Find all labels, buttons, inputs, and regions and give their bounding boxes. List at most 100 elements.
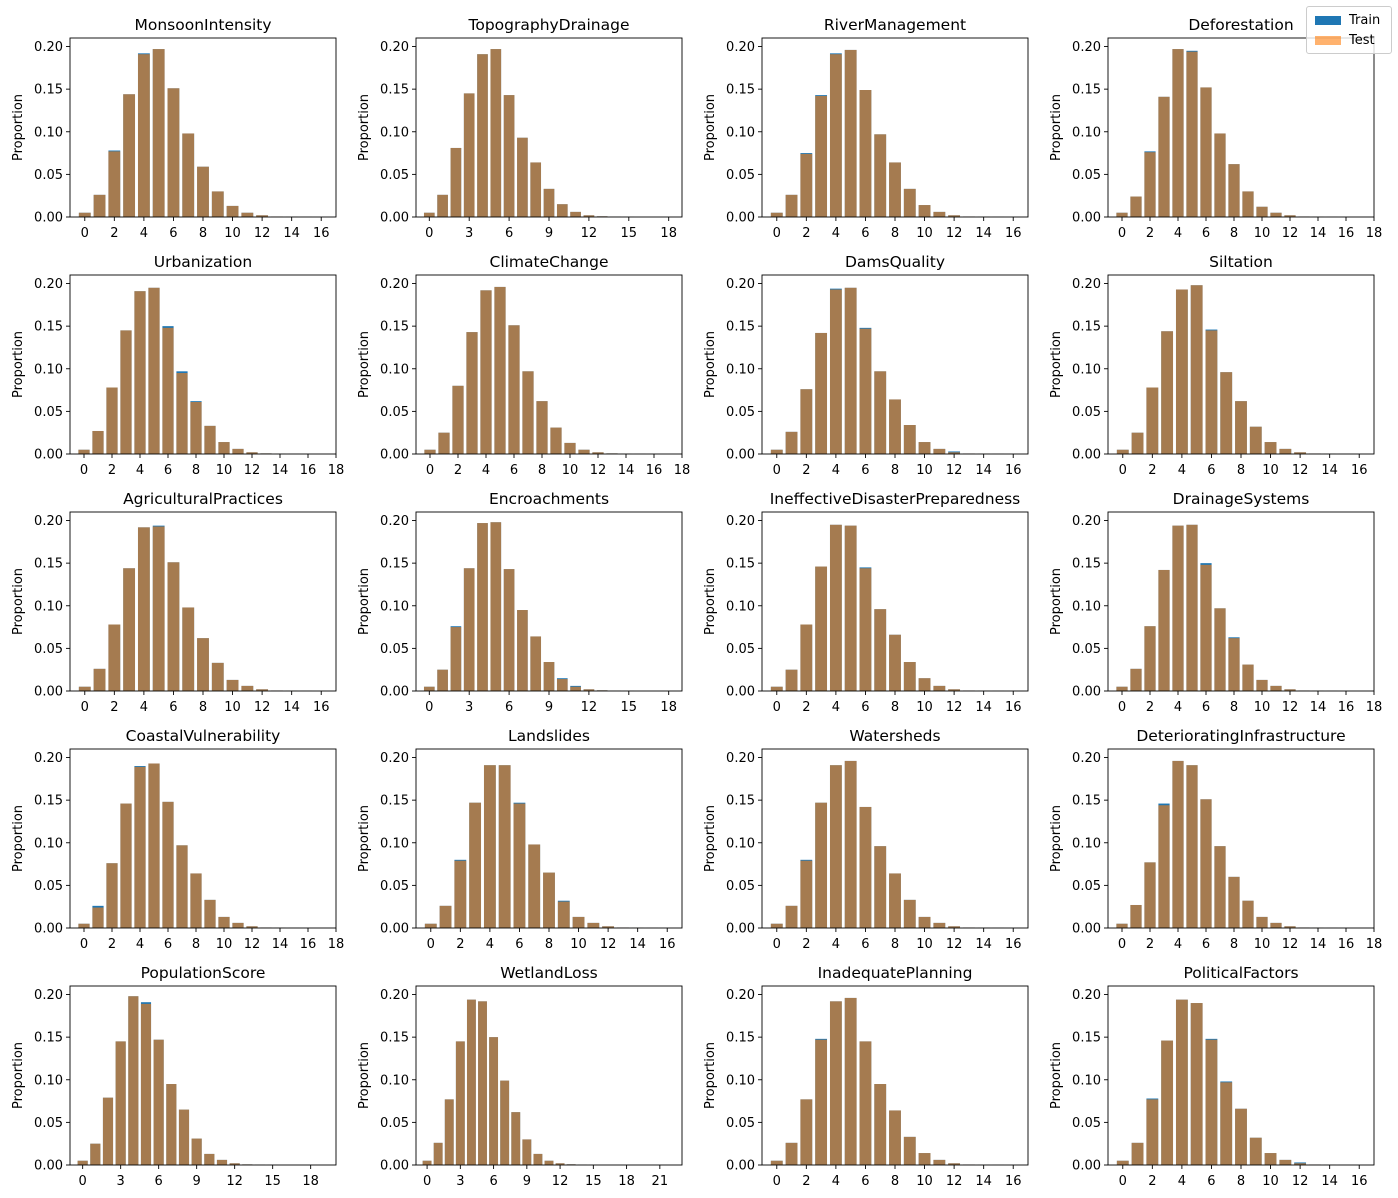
y-tick-label: 0.15: [726, 794, 755, 809]
y-tick-label: 0.00: [34, 1159, 63, 1174]
y-axis-label: Proportion: [357, 94, 372, 161]
y-axis-label: Proportion: [1049, 331, 1064, 398]
y-tick-label: 0.05: [1072, 642, 1101, 657]
y-axis-label: Proportion: [703, 805, 718, 872]
x-tick-label: 8: [891, 937, 899, 952]
x-tick-label: 6: [164, 937, 172, 952]
x-tick-label: 4: [1174, 226, 1182, 241]
bar-test-0: [770, 923, 783, 928]
x-tick-label: 6: [1207, 1174, 1215, 1189]
bar-test-1: [433, 1142, 443, 1165]
plot-frame: [415, 274, 683, 455]
y-tick-label: 0.10: [1072, 125, 1101, 140]
bar-test-2: [450, 627, 462, 691]
bar-test-9: [1242, 191, 1254, 217]
bar-test-7: [176, 373, 188, 454]
x-tick-label: 8: [1230, 226, 1238, 241]
bar-test-1: [93, 668, 106, 691]
x-tick-label: 3: [465, 226, 473, 241]
y-tick-label: 0.10: [34, 362, 63, 377]
y-axis-label: Proportion: [1049, 805, 1064, 872]
x-tick-label: 6: [169, 700, 177, 715]
bar-test-5: [140, 1003, 152, 1165]
bar-test-12: [229, 1163, 240, 1165]
bar-test-9: [1249, 426, 1262, 454]
bar-test-7: [1220, 372, 1233, 454]
y-tick-label: 0.05: [1072, 405, 1101, 420]
bar-test-12: [1284, 926, 1296, 928]
bar-test-3: [463, 93, 475, 217]
y-tick-label: 0.15: [34, 794, 63, 809]
legend-label-train: Train: [1349, 12, 1381, 28]
y-tick-label: 0.10: [726, 1073, 755, 1088]
x-tick-label: 10: [570, 937, 587, 952]
bar-test-0: [1116, 1160, 1129, 1165]
bar-test-3: [815, 332, 828, 454]
subplot-title: Watersheds: [849, 727, 940, 745]
y-tick-label: 0.15: [34, 83, 63, 98]
bar-test-9: [903, 1136, 916, 1165]
bar-test-9: [903, 662, 916, 691]
subplot-DrainageSystems: 0.00 0.05 0.10 0.15 0.20 0 2 4 6 8 10 12 14 16 18 Drain…: [1049, 490, 1382, 715]
x-tick-label: 18: [618, 1174, 635, 1189]
y-tick-label: 0.00: [380, 685, 409, 700]
bar-test-2: [800, 860, 813, 928]
bar-test-12: [1294, 452, 1307, 454]
x-tick-label: 16: [1005, 937, 1022, 952]
x-tick-label: 14: [283, 226, 300, 241]
y-axis-label: Proportion: [703, 568, 718, 635]
y-tick-label: 0.05: [34, 1116, 63, 1131]
bar-test-10: [918, 678, 931, 691]
y-tick-label: 0.05: [34, 879, 63, 894]
x-tick-label: 14: [975, 226, 992, 241]
subplot-Watersheds: 0.00 0.05 0.10 0.15 0.20 0 2 4 6 8 10 12 14 16 Watersh…: [703, 727, 1029, 952]
subplot-title: Encroachments: [489, 490, 609, 508]
bar-test-8: [197, 166, 209, 217]
x-tick-label: 2: [802, 937, 810, 952]
y-tick-label: 0.20: [34, 40, 63, 55]
bar-test-3: [1158, 96, 1170, 217]
subplot-title: Landslides: [508, 727, 590, 745]
bar-test-5: [844, 997, 857, 1165]
y-tick-label: 0.05: [1072, 1116, 1101, 1131]
y-tick-label: 0.10: [380, 836, 409, 851]
bar-test-3: [463, 568, 475, 691]
subplot-Deforestation: 0.00 0.05 0.10 0.15 0.20 0 2 4 6 8 10 12 14 16 18 Defor…: [1049, 16, 1382, 241]
x-tick-label: 6: [1202, 700, 1210, 715]
y-tick-label: 0.05: [380, 642, 409, 657]
y-tick-label: 0.10: [1072, 1073, 1101, 1088]
bar-test-5: [844, 49, 857, 218]
x-tick-label: 14: [272, 937, 289, 952]
y-tick-label: 0.15: [34, 557, 63, 572]
x-tick-label: 8: [891, 226, 899, 241]
legend-item-train: Train: [1315, 12, 1380, 28]
y-tick-label: 0.05: [1072, 879, 1101, 894]
bar-test-6: [503, 569, 515, 691]
bar-test-11: [241, 212, 254, 217]
x-tick-label: 8: [199, 700, 207, 715]
y-tick-label: 0.15: [726, 557, 755, 572]
x-tick-label: 16: [1005, 463, 1022, 478]
x-tick-label: 12: [254, 700, 271, 715]
x-tick-label: 9: [545, 700, 553, 715]
bar-test-12: [948, 689, 961, 691]
bar-test-7: [874, 846, 887, 928]
bar-test-1: [90, 1143, 101, 1165]
y-tick-label: 0.00: [34, 211, 63, 226]
y-tick-label: 0.10: [726, 362, 755, 377]
x-tick-label: 6: [861, 463, 869, 478]
subplot-MonsoonIntensity: 0.00 0.05 0.10 0.15 0.20 0 2 4 6 8 10 12 14 16 Monsoon…: [11, 16, 337, 241]
bar-test-2: [800, 624, 813, 691]
x-tick-label: 8: [1230, 937, 1238, 952]
bar-test-10: [1264, 442, 1277, 454]
bar-test-6: [167, 88, 180, 217]
bar-test-9: [543, 662, 555, 691]
bar-test-2: [102, 1097, 114, 1165]
bar-test-8: [889, 873, 901, 928]
bar-test-7: [182, 133, 195, 217]
x-tick-label: 2: [802, 700, 810, 715]
x-tick-label: 10: [224, 226, 241, 241]
bar-test-6: [1200, 799, 1212, 928]
y-tick-label: 0.10: [726, 836, 755, 851]
